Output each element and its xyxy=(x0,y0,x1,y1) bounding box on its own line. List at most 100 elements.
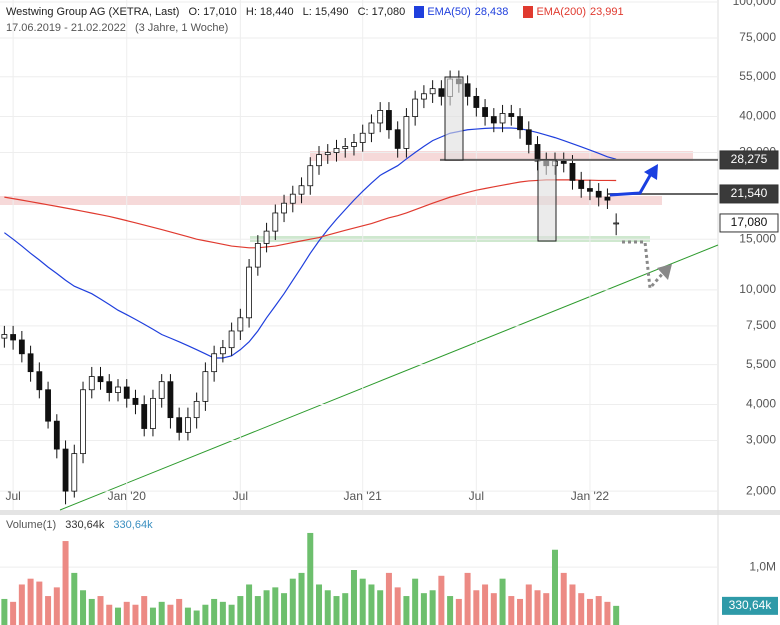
candle-body xyxy=(27,353,34,373)
price-tag-label: 17,080 xyxy=(731,215,768,229)
arrow-head xyxy=(644,164,658,180)
candle-body xyxy=(464,83,471,97)
y-tick-label: 7,500 xyxy=(746,318,776,332)
candle-body xyxy=(36,371,43,391)
candle-body xyxy=(438,88,445,97)
header: Westwing Group AG (XETRA, Last) O: 17,01… xyxy=(6,6,636,18)
candle-body xyxy=(176,417,183,433)
candle-body xyxy=(219,347,226,355)
candle-body xyxy=(482,107,488,117)
volume-bar xyxy=(1,598,8,625)
candle-body xyxy=(377,110,384,124)
candle-body xyxy=(525,129,532,145)
legend-value: 23,991 xyxy=(590,6,624,18)
candle-body xyxy=(246,266,252,319)
x-tick-label: Jan '21 xyxy=(344,489,383,503)
y-tick-label: 5,500 xyxy=(746,357,776,371)
subheader: 17.06.2019 - 21.02.2022 (3 Jahre, 1 Woch… xyxy=(6,22,234,34)
candle-body xyxy=(368,122,375,134)
y-tick-label: 75,000 xyxy=(739,30,776,44)
volume-bar xyxy=(551,549,558,625)
y-tick-label: 100,000 xyxy=(733,0,777,8)
x-tick-label: Jan '20 xyxy=(108,489,147,503)
volume-bar xyxy=(97,596,104,625)
price-tag xyxy=(719,184,779,204)
volume-bar xyxy=(613,605,620,625)
candle-body xyxy=(272,212,279,232)
candle-body xyxy=(560,160,567,164)
volume-bar xyxy=(473,590,480,625)
volume-bar xyxy=(586,598,593,625)
volume-bar xyxy=(184,607,191,625)
ema-line xyxy=(4,179,617,249)
y-tick-label: 3,000 xyxy=(746,433,776,447)
candle-body xyxy=(508,113,515,117)
volume-bar xyxy=(359,578,366,625)
highlight-box xyxy=(537,159,557,242)
volume-bar xyxy=(525,584,532,625)
candle-body xyxy=(394,129,401,149)
pane-separator xyxy=(0,510,780,515)
volume-bar xyxy=(132,604,139,625)
volume-bar xyxy=(123,601,130,625)
candle-body xyxy=(80,389,86,455)
candle-body xyxy=(333,148,340,153)
y-tick-label: 2,000 xyxy=(746,483,776,497)
volume-bar xyxy=(350,570,357,625)
volume-bar xyxy=(595,596,602,625)
candle-body xyxy=(429,88,436,95)
x-tick-label: Jul xyxy=(469,489,484,503)
candle-body xyxy=(324,152,331,156)
candle-body xyxy=(167,381,174,419)
candle-body xyxy=(316,154,322,167)
volume-bar xyxy=(385,572,392,625)
x-tick-label: Jan '22 xyxy=(571,489,610,503)
x-tick-label: Jul xyxy=(5,489,20,503)
volume-tag-label: 330,64k xyxy=(729,598,773,612)
volume-bar xyxy=(193,610,200,625)
volume-bar xyxy=(560,572,567,625)
candle-body xyxy=(254,243,261,268)
price-tag xyxy=(719,150,779,170)
volume-bar xyxy=(71,572,78,625)
candle-body xyxy=(193,400,200,419)
candle-body xyxy=(569,163,576,181)
volume-bar xyxy=(412,578,419,625)
candle-body xyxy=(106,381,113,393)
title: Westwing Group AG (XETRA, Last) xyxy=(6,6,180,18)
arrow-head xyxy=(657,264,672,280)
legend-entry: EMA(200) 23,991 xyxy=(523,6,629,18)
candle-body xyxy=(613,222,620,225)
volume-bar xyxy=(464,572,471,625)
volume-bar xyxy=(80,590,87,625)
volume-bar xyxy=(324,590,331,625)
candle-body xyxy=(534,144,541,162)
volume-bar xyxy=(106,604,113,625)
volume-header: Volume(1) 330,64k 330,64k xyxy=(6,519,159,531)
candle-body xyxy=(237,317,244,332)
ohlc: H: 18,440 xyxy=(245,6,294,18)
arrow xyxy=(609,171,654,197)
candle-body xyxy=(71,453,78,492)
volume-bar xyxy=(219,601,226,625)
candle-body xyxy=(115,386,121,393)
volume-bar xyxy=(429,590,436,625)
candle-body xyxy=(18,339,25,355)
volume-bar xyxy=(534,590,541,625)
volume-bar xyxy=(482,584,489,625)
volume-bar xyxy=(272,587,279,625)
candle-body xyxy=(499,113,506,124)
volume-bar xyxy=(211,598,218,625)
volume-bar xyxy=(368,584,375,625)
volume-bar xyxy=(88,598,95,625)
volume-tag xyxy=(722,596,778,615)
volume-value: 330,64k xyxy=(113,519,153,531)
volume-value: 330,64k xyxy=(65,519,105,531)
volume-bar xyxy=(569,584,576,625)
volume-bar xyxy=(45,596,52,625)
y-tick-label: 55,000 xyxy=(739,69,776,83)
volume-bar xyxy=(263,590,270,625)
candle-body xyxy=(263,230,270,244)
